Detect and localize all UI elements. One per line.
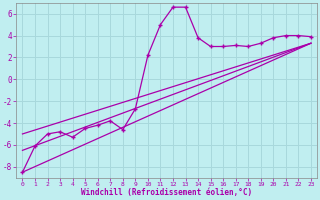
- X-axis label: Windchill (Refroidissement éolien,°C): Windchill (Refroidissement éolien,°C): [81, 188, 252, 197]
